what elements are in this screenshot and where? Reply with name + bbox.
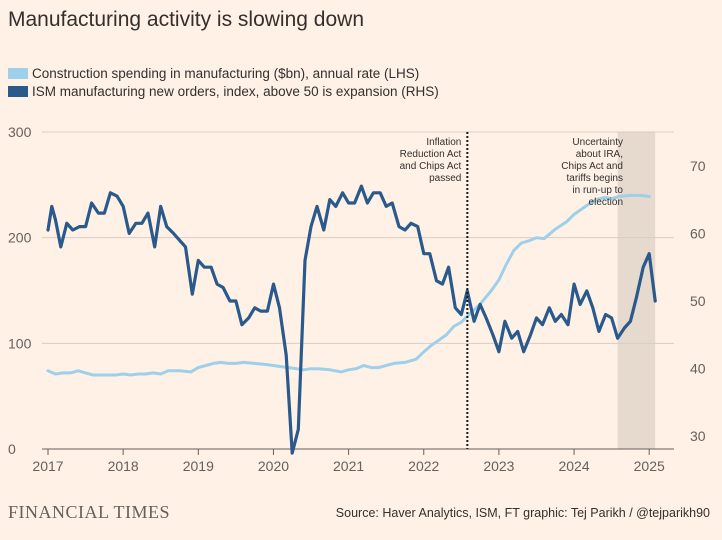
x-tick-2020: 2020	[258, 458, 289, 474]
annotation-election-line-0: Uncertainty	[572, 137, 623, 148]
ft-logo: FINANCIAL TIMES	[8, 502, 171, 522]
x-tick-2017: 2017	[32, 458, 63, 474]
y-right-tick-70: 70	[690, 158, 706, 174]
legend-swatch-construction	[8, 67, 28, 79]
x-tick-2024: 2024	[558, 458, 589, 474]
y-left-tick-200: 200	[8, 230, 32, 246]
chart-title: Manufacturing activity is slowing down	[8, 8, 364, 31]
y-right-tick-40: 40	[690, 361, 706, 377]
annotation-ira-line-3: passed	[429, 173, 461, 184]
y-left-tick-100: 100	[8, 335, 32, 351]
annotation-ira-line-1: Reduction Act	[400, 149, 462, 160]
annotation-election-line-2: Chips Act and	[561, 161, 623, 172]
annotation-ira-line-2: and Chips Act	[400, 161, 462, 172]
legend-entry-ism: ISM manufacturing new orders, index, abo…	[8, 82, 439, 100]
annotation-election-line-4: in run-up to	[572, 185, 623, 196]
annotation-election-line-3: tariffs begins	[566, 173, 623, 184]
x-tick-2022: 2022	[408, 458, 439, 474]
legend-label-ism: ISM manufacturing new orders, index, abo…	[32, 83, 439, 99]
legend-label-construction: Construction spending in manufacturing (…	[32, 65, 420, 81]
y-right-tick-50: 50	[690, 293, 706, 309]
x-tick-2023: 2023	[483, 458, 514, 474]
annotation-election-line-1: about IRA,	[576, 149, 623, 160]
y-left-tick-0: 0	[8, 441, 16, 457]
series-line-construction	[46, 193, 651, 377]
annotation-election-line-5: election	[589, 197, 623, 208]
x-tick-2025: 2025	[634, 458, 665, 474]
legend: Construction spending in manufacturing (…	[8, 64, 439, 100]
legend-entry-construction: Construction spending in manufacturing (…	[8, 64, 439, 82]
y-right-tick-60: 60	[690, 225, 706, 241]
series-line-ism	[46, 184, 657, 455]
annotation-ira-line-0: Inflation	[426, 137, 461, 148]
source-note: Source: Haver Analytics, ISM, FT graphic…	[335, 506, 710, 520]
chart-area: 0 100 200 300 30 40 50 60 70 2017 2018 2019 2020 2021…	[8, 124, 706, 474]
y-left-tick-300: 300	[8, 124, 32, 140]
y-right-tick-30: 30	[690, 428, 706, 444]
x-tick-2021: 2021	[333, 458, 364, 474]
x-tick-2018: 2018	[108, 458, 139, 474]
x-tick-2019: 2019	[183, 458, 214, 474]
legend-swatch-ism	[8, 85, 28, 97]
